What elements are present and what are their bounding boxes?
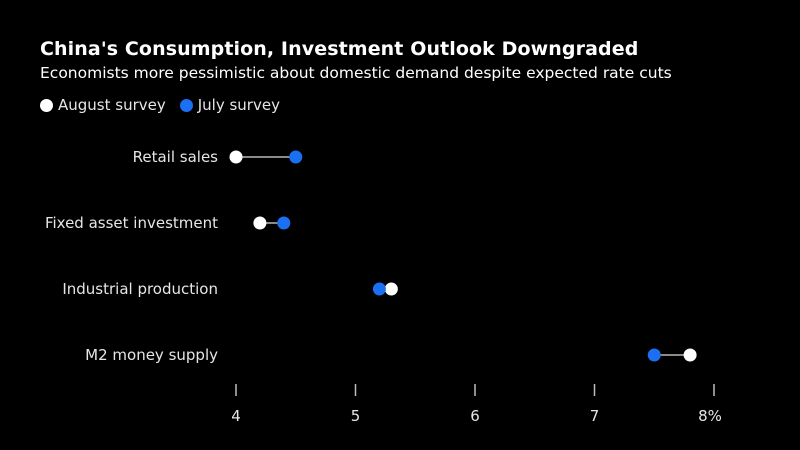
legend-label-july: July survey <box>197 96 280 114</box>
x-tick-label-7: 7 <box>590 407 600 425</box>
dot-july-survey-m2-money-supply <box>647 348 661 362</box>
legend-dot-july <box>179 98 193 112</box>
x-tick-label-5: 5 <box>351 407 361 425</box>
x-tick-label-8: 8% <box>698 407 722 425</box>
legend: August survey July survey <box>40 96 294 114</box>
category-label-industrial-production: Industrial production <box>62 280 218 298</box>
dot-august-survey-fixed-asset-investment <box>253 216 267 230</box>
legend-item-august: August survey <box>40 96 166 114</box>
category-label-retail-sales: Retail sales <box>133 148 219 166</box>
dot-july-survey-fixed-asset-investment <box>277 216 291 230</box>
dot-august-survey-m2-money-supply <box>683 348 697 362</box>
category-label-fixed-asset-investment: Fixed asset investment <box>45 214 218 232</box>
dot-july-survey-industrial-production <box>372 282 386 296</box>
legend-label-august: August survey <box>58 96 166 114</box>
legend-dot-august <box>40 98 53 112</box>
dot-july-survey-retail-sales <box>289 150 303 164</box>
legend-item-july: July survey <box>179 96 280 114</box>
dot-august-survey-retail-sales <box>229 150 243 164</box>
x-tick-label-4: 4 <box>231 407 241 425</box>
dot-august-survey-industrial-production <box>384 282 398 296</box>
category-label-m2-money-supply: M2 money supply <box>85 346 218 364</box>
chart-subtitle: Economists more pessimistic about domest… <box>40 64 672 82</box>
chart-title: China's Consumption, Investment Outlook … <box>40 38 639 60</box>
x-tick-label-6: 6 <box>470 407 480 425</box>
